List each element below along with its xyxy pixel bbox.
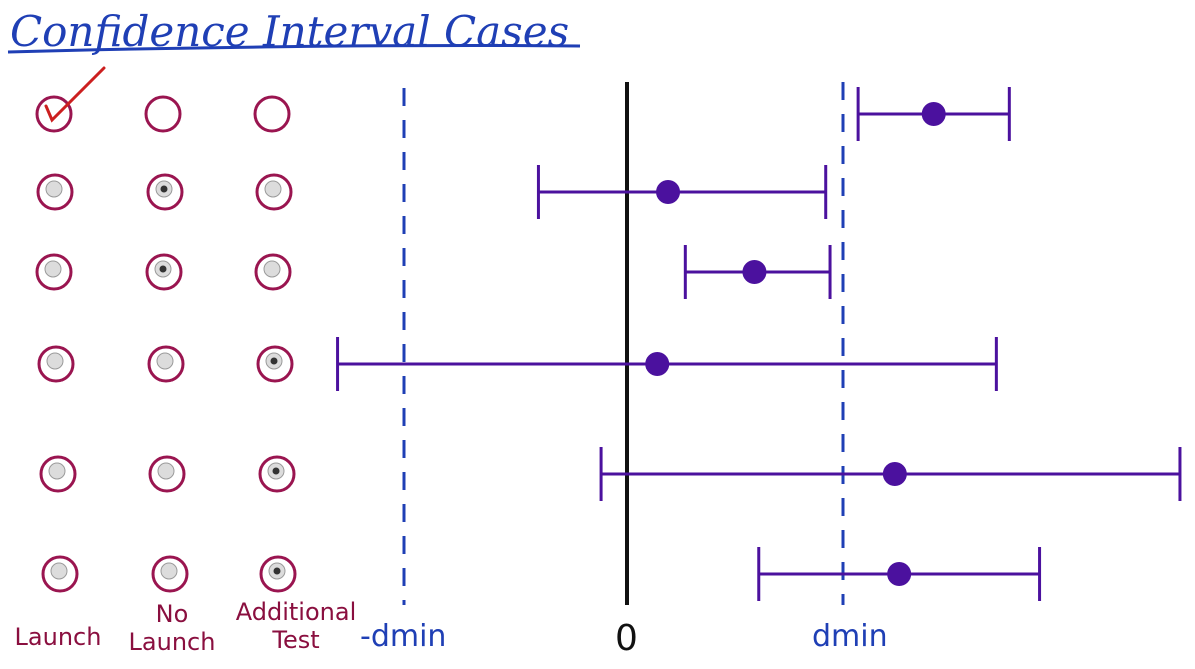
radio-additional-test[interactable] — [259, 555, 297, 593]
zero-label: 0 — [615, 618, 638, 659]
radio-ring[interactable] — [151, 555, 189, 593]
radio-ring[interactable] — [35, 95, 73, 133]
radio-face — [264, 180, 282, 198]
radio-launch[interactable] — [36, 173, 74, 211]
radio-ring[interactable] — [256, 345, 294, 383]
case-row — [36, 165, 828, 219]
radio-selected-dot — [160, 185, 168, 193]
column-label-additional-test: Additional Test — [236, 598, 356, 654]
radio-no-launch[interactable] — [147, 345, 185, 383]
radio-face — [265, 352, 283, 370]
point-estimate — [742, 260, 767, 284]
radio-launch[interactable] — [35, 253, 73, 291]
radio-face — [154, 260, 172, 278]
radio-face — [160, 562, 178, 580]
radio-face — [263, 260, 281, 278]
radio-ring[interactable] — [259, 555, 297, 593]
radio-selected-dot — [159, 265, 167, 273]
radio-ring[interactable] — [41, 555, 79, 593]
radio-no-launch[interactable] — [148, 455, 186, 493]
radio-ring[interactable] — [39, 455, 77, 493]
radio-face — [45, 180, 63, 198]
point-estimate — [921, 102, 946, 126]
radio-no-launch[interactable] — [146, 173, 184, 211]
radio-selected-dot — [273, 567, 281, 575]
radio-ring[interactable] — [147, 345, 185, 383]
radio-no-launch[interactable] — [151, 555, 189, 593]
radio-ring[interactable] — [146, 173, 184, 211]
radio-ring[interactable] — [258, 455, 296, 493]
point-estimate — [656, 180, 681, 204]
radio-face — [157, 462, 175, 480]
radio-ring[interactable] — [145, 253, 183, 291]
confidence-interval — [336, 337, 998, 391]
radio-no-launch[interactable] — [145, 253, 183, 291]
radio-selected-dot — [270, 357, 278, 365]
radio-ring[interactable] — [35, 253, 73, 291]
title-underline — [7, 43, 581, 54]
case-row — [37, 337, 998, 391]
point-estimate — [882, 462, 907, 486]
radio-face — [267, 462, 285, 480]
radio-ring[interactable] — [148, 455, 186, 493]
radio-launch[interactable] — [39, 455, 77, 493]
radio-launch[interactable] — [35, 66, 106, 133]
point-estimate — [887, 562, 912, 586]
case-row — [35, 245, 832, 299]
radio-launch[interactable] — [41, 555, 79, 593]
radio-launch[interactable] — [37, 345, 75, 383]
radio-ring[interactable] — [37, 345, 75, 383]
confidence-interval — [599, 447, 1182, 501]
confidence-interval — [856, 87, 1011, 141]
case-row — [39, 447, 1182, 501]
dmin-label: dmin — [812, 619, 888, 654]
case-row — [41, 547, 1042, 601]
neg-dmin-label: -dmin — [360, 619, 446, 654]
checkmark-icon — [44, 66, 106, 123]
radio-no-launch[interactable] — [144, 95, 182, 133]
radio-additional-test[interactable] — [255, 173, 293, 211]
radio-ring[interactable] — [254, 253, 292, 291]
radio-ring[interactable] — [253, 95, 291, 133]
confidence-interval — [536, 165, 828, 219]
radio-additional-test[interactable] — [253, 95, 291, 133]
radio-selected-dot — [272, 467, 280, 475]
radio-ring[interactable] — [144, 95, 182, 133]
radio-face — [48, 462, 66, 480]
radio-face — [50, 562, 68, 580]
rows-layer — [35, 66, 1182, 601]
radio-face — [46, 352, 64, 370]
point-estimate — [645, 352, 670, 376]
radio-face — [268, 562, 286, 580]
confidence-interval — [757, 547, 1042, 601]
radio-face — [156, 352, 174, 370]
radio-face — [155, 180, 173, 198]
radio-ring[interactable] — [255, 173, 293, 211]
radio-face — [44, 260, 62, 278]
radio-additional-test[interactable] — [258, 455, 296, 493]
column-label-no-launch: No Launch — [129, 600, 216, 656]
radio-ring[interactable] — [36, 173, 74, 211]
radio-additional-test[interactable] — [256, 345, 294, 383]
confidence-interval — [683, 245, 832, 299]
case-row — [35, 66, 1011, 141]
column-label-launch: Launch — [15, 623, 102, 651]
radio-additional-test[interactable] — [254, 253, 292, 291]
